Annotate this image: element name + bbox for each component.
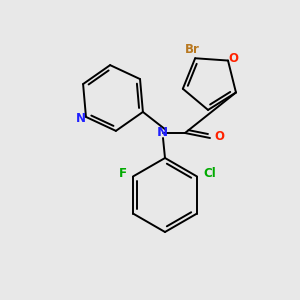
Text: O: O — [228, 52, 238, 65]
Text: N: N — [76, 112, 86, 125]
Text: Br: Br — [185, 43, 200, 56]
Text: O: O — [214, 130, 224, 143]
Text: F: F — [119, 167, 127, 180]
Text: N: N — [156, 125, 168, 139]
Text: Cl: Cl — [204, 167, 216, 180]
